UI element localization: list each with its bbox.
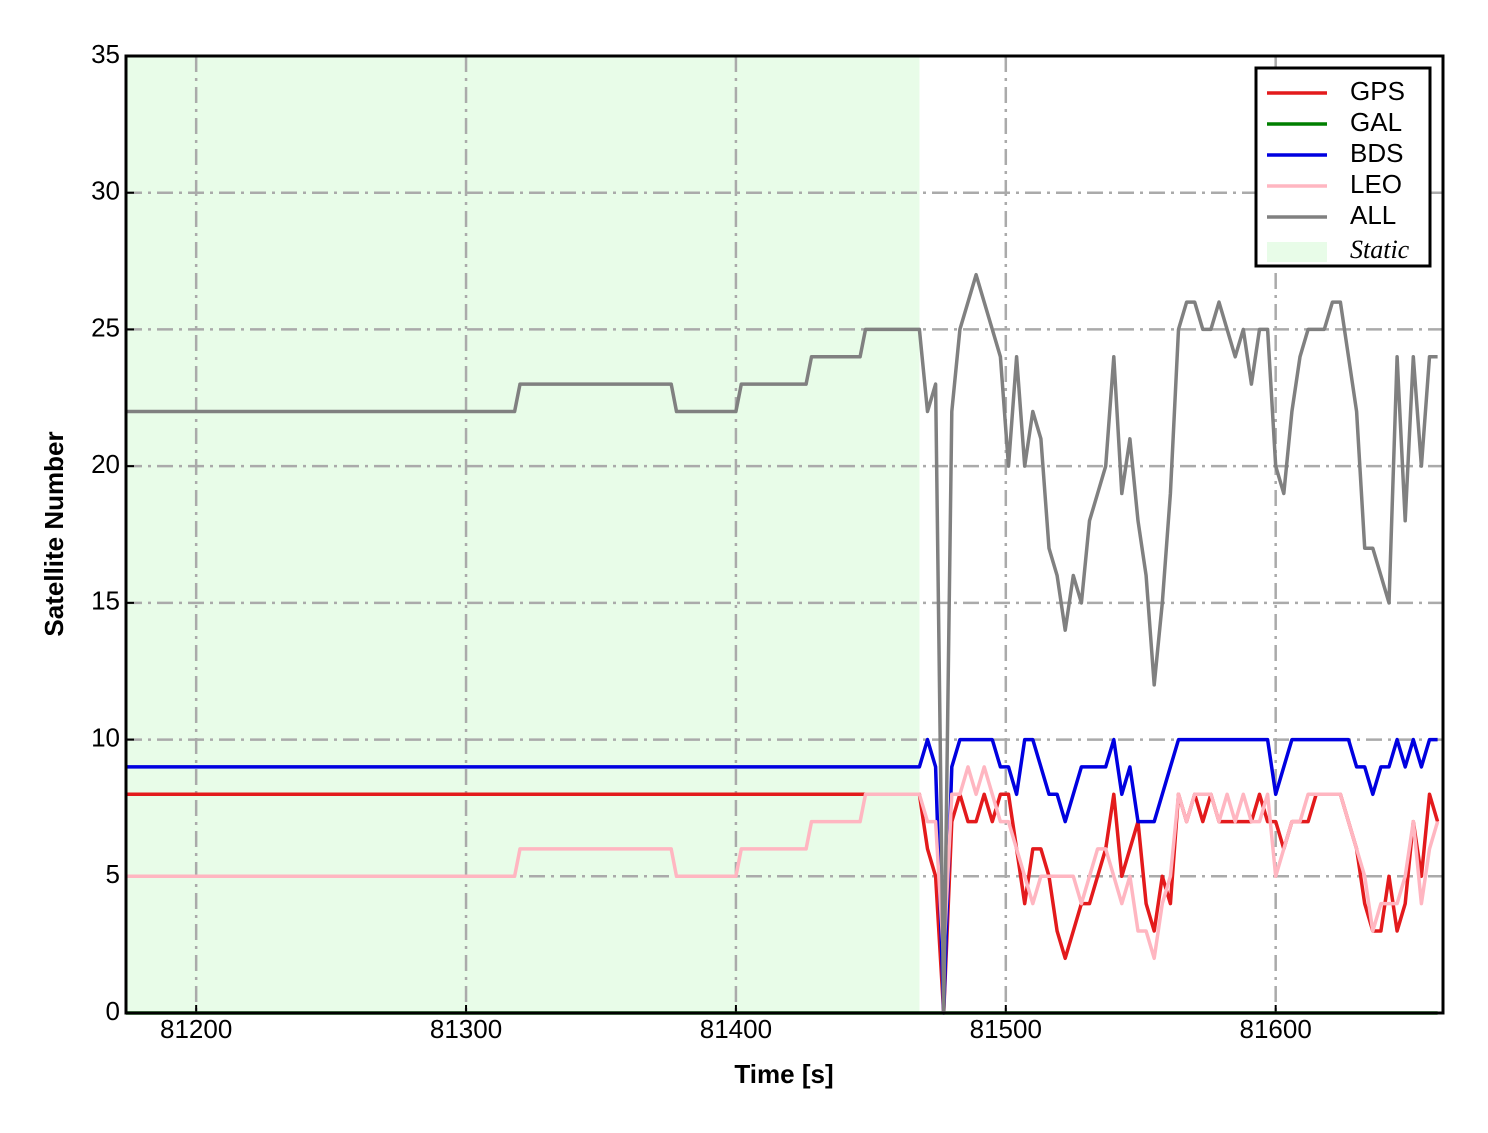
y-tick-label: 20 [91,449,120,479]
legend-swatch [1267,242,1327,262]
series-line [126,272,1438,1015]
x-tick-label: 81200 [160,1014,232,1044]
x-tick-label: 81500 [970,1014,1042,1044]
x-axis-label: Time [s] [734,1059,833,1089]
series-line [126,765,1440,961]
x-tick-label: 81300 [430,1014,502,1044]
legend-label: ALL [1350,200,1396,230]
y-tick-label: 5 [106,859,120,889]
static-span [126,56,920,1013]
series-line [126,737,1438,1015]
y-tick-label: 35 [91,39,120,69]
legend-label: Static [1350,235,1410,264]
y-tick-label: 15 [91,586,120,616]
y-tick-label: 10 [91,722,120,752]
y-tick-label: 0 [106,996,120,1026]
x-tick-label: 81600 [1240,1014,1312,1044]
y-tick-label: 25 [91,312,120,342]
plot-frame [124,54,1445,1015]
legend-label: LEO [1350,169,1402,199]
x-tick-label: 81400 [700,1014,772,1044]
y-tick-label: 30 [91,176,120,206]
legend-label: BDS [1350,138,1403,168]
legend-label: GAL [1350,107,1402,137]
y-axis-label: Satellite Number [39,431,69,636]
legend-label: GPS [1350,76,1405,106]
legend-box [1254,66,1432,268]
